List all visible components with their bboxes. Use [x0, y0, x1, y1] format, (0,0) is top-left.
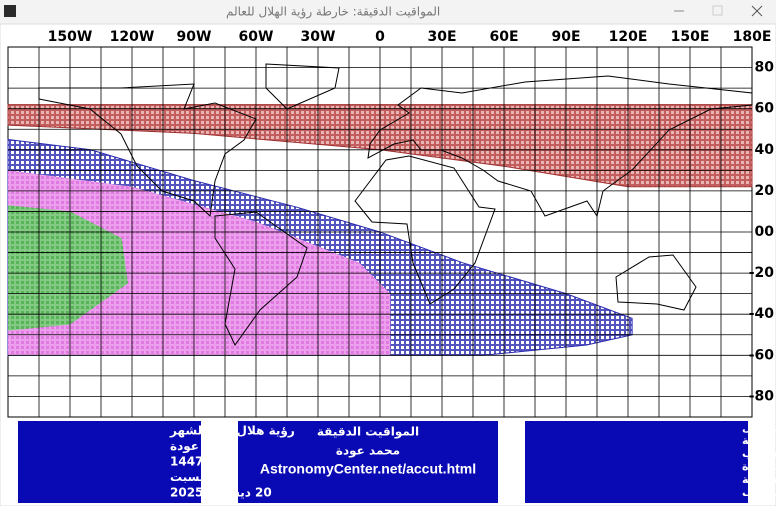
eurasia: [367, 75, 753, 218]
labels: 150W 120W 90W 60W 30W 0 30E 60E 90E 120E 150E 180E 8…: [48, 29, 776, 500]
panel-line: أخضر: يرى بالعين المجردة بسهولة: [742, 472, 776, 486]
latitude-label: -20: [749, 265, 775, 281]
panel-line: أحمر: مستحيل: [742, 420, 776, 434]
legend-panel: [525, 421, 748, 503]
panel-line: 20 ديسمبر 2025: [170, 486, 272, 500]
naked-eye-easy-zone: [8, 205, 128, 331]
app-icon: [4, 5, 16, 17]
panel-line: السبت: [170, 470, 208, 484]
panel-line: زهري: قد يرى بالعين المجردة: [742, 460, 776, 473]
title-bar: [0, 0, 776, 24]
latitude-label: -80: [749, 388, 775, 404]
longitude-label: 150W: [48, 29, 93, 45]
longitude-label: 150E: [671, 29, 710, 45]
latitude-label: 80: [755, 60, 775, 76]
australia: [615, 254, 697, 311]
greenland: [265, 63, 340, 110]
africa: [354, 155, 496, 305]
latitude-label: 60: [755, 101, 775, 117]
panel-line: رجب 1447: [170, 455, 236, 469]
map: [7, 46, 753, 418]
longitude-label: 120W: [110, 29, 155, 45]
credit-line: محمد عودة: [336, 444, 400, 459]
latitude-label: -40: [749, 306, 775, 322]
credit-panel: [238, 421, 498, 503]
panel-line: رؤية هلال أول الشهر: [169, 423, 295, 439]
info-panel: [18, 421, 201, 503]
longitude-label: 60E: [489, 29, 518, 45]
longitude-label: 30E: [427, 29, 456, 45]
longitude-label: 90E: [551, 29, 580, 45]
longitude-label: 120E: [609, 29, 648, 45]
longitude-label: 0: [375, 29, 385, 45]
panel-line: معيار عودة: [170, 439, 234, 454]
latitude-label: 40: [755, 142, 775, 158]
latitude-label: 20: [755, 183, 775, 199]
map-grid: [8, 47, 752, 417]
longitude-label: 180E: [733, 29, 772, 45]
window-title: المواقيت الدقيقة: خارطة رؤية الهلال للعا…: [226, 5, 440, 20]
coastlines: [38, 63, 753, 346]
latitude-label: 00: [755, 224, 775, 240]
credit-line: المواقيت الدقيقة: [317, 425, 419, 440]
north-america: [38, 83, 257, 218]
longitude-label: 90W: [177, 29, 212, 45]
close-button[interactable]: [751, 5, 763, 17]
panel-line: غير ملون: رؤية الهلال غير ممكنة: [742, 434, 776, 447]
panel-line: كحلي: يحتاج مرقب/تلسكوب: [742, 447, 776, 461]
naked-eye-maybe-zone: [8, 170, 391, 356]
maximize-button[interactable]: [712, 5, 723, 16]
longitude-label: 30W: [301, 29, 336, 45]
latitude-label: -60: [749, 347, 775, 363]
south-america: [214, 211, 308, 346]
credit-url: AstronomyCenter.net/accut.html: [260, 461, 476, 477]
panel-line: أزرق سماوي: غير معروف: [742, 485, 776, 499]
longitude-label: 60W: [239, 29, 274, 45]
